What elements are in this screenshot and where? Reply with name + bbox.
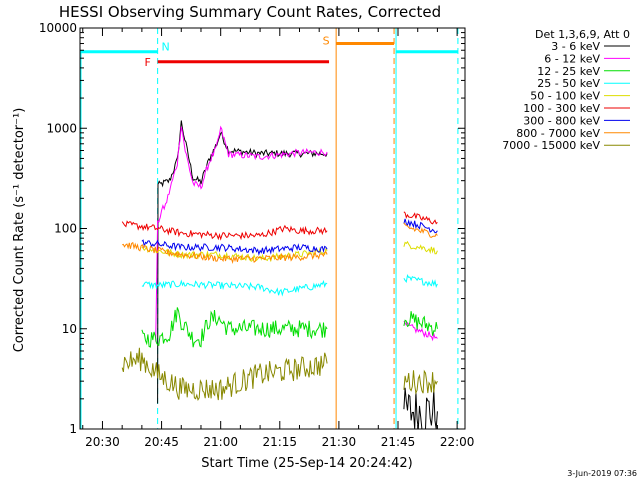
y-tick-label: 100 — [54, 222, 77, 236]
series-line — [155, 125, 328, 342]
legend-entry-label: 50 - 100 keV — [530, 90, 600, 103]
legend-entry-label: 3 - 6 keV — [551, 40, 600, 53]
legend-entry-label: 300 - 800 keV — [523, 114, 600, 127]
y-axis: 1 10 100 1000 10000 — [39, 21, 465, 436]
data-layer: NF S — [80, 28, 459, 430]
series-line — [141, 279, 328, 297]
legend-entry-label: 12 - 25 keV — [537, 65, 600, 78]
legend-entry-label: 800 - 7000 keV — [516, 127, 600, 140]
x-tick-label: 21:00 — [203, 435, 238, 449]
series-line — [141, 245, 328, 263]
legend-entry-label: 25 - 50 keV — [537, 77, 600, 90]
x-tick-label: 21:45 — [381, 435, 416, 449]
series-line — [141, 307, 328, 348]
x-tick-label: 22:00 — [440, 435, 475, 449]
legend-entry-label: 6 - 12 keV — [544, 52, 600, 65]
x-axis: 20:30 20:45 21:00 21:15 21:30 21:45 22:00 — [82, 28, 475, 449]
series-line — [403, 274, 438, 289]
x-tick-label: 20:30 — [85, 435, 120, 449]
legend-entry-label: 100 - 300 keV — [523, 102, 600, 115]
series-line — [403, 211, 438, 225]
series-line — [121, 347, 328, 401]
y-tick-label: 10 — [62, 322, 77, 336]
x-axis-label: Start Time (25-Sep-14 20:24:42) — [201, 456, 412, 471]
y-tick-label: 1000 — [46, 121, 77, 135]
y-axis-label: Corrected Count Rate (s⁻¹ detector⁻¹) — [12, 108, 27, 353]
series-line — [403, 387, 438, 430]
series-line — [403, 218, 438, 234]
series-line — [141, 239, 328, 256]
x-tick-label: 20:45 — [144, 435, 179, 449]
footer-date: 3-Jun-2019 07:36 — [567, 469, 637, 478]
x-tick-label: 21:15 — [262, 435, 297, 449]
mode-label: F — [144, 56, 150, 69]
y-tick-label: 1 — [69, 422, 77, 436]
mode-label: S — [323, 35, 330, 48]
legend-entry-label: 7000 - 15000 keV — [502, 139, 600, 152]
series-line — [403, 240, 438, 255]
series-line — [121, 220, 328, 241]
series-line — [403, 311, 438, 336]
x-tick-label: 21:30 — [322, 435, 357, 449]
series-line — [403, 320, 438, 342]
mode-label: N — [162, 41, 170, 54]
chart-title: HESSI Observing Summary Count Rates, Cor… — [59, 3, 441, 21]
series-line — [122, 241, 328, 264]
legend-title: Det 1,3,6,9, Att 0 — [535, 28, 630, 41]
y-tick-label: 10000 — [39, 21, 77, 35]
series-line — [403, 222, 438, 238]
series-line — [403, 369, 438, 395]
